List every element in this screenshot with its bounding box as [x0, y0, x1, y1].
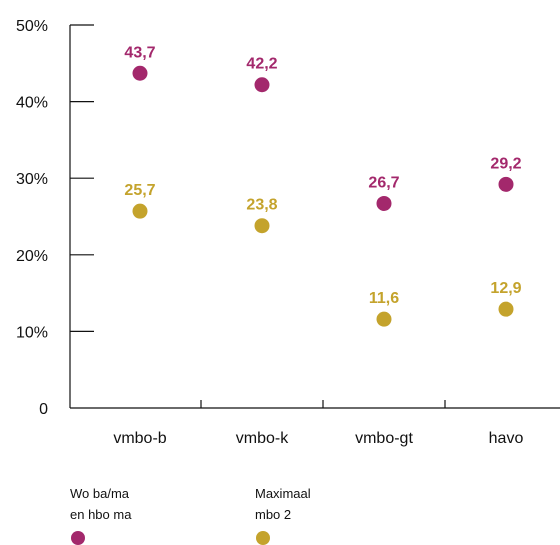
data-point [132, 203, 148, 219]
legend-label: Wo ba/ma [70, 486, 130, 501]
y-tick-label: 30% [16, 171, 48, 188]
x-tick-label: vmbo-gt [355, 430, 413, 447]
x-tick-label: vmbo-b [113, 430, 166, 447]
data-label: 12,9 [490, 280, 521, 297]
legend-marker [256, 531, 270, 545]
y-tick-label: 20% [16, 248, 48, 265]
data-point [254, 77, 270, 93]
legend-label: Maximaal [255, 486, 311, 501]
data-label: 23,8 [246, 197, 277, 214]
data-label: 26,7 [368, 174, 399, 191]
data-label: 42,2 [246, 56, 277, 73]
y-tick-label: 0 [39, 401, 48, 418]
data-point [376, 311, 392, 327]
data-label: 43,7 [124, 44, 155, 61]
y-tick-label: 40% [16, 95, 48, 112]
data-point [376, 195, 392, 211]
legend: Wo ba/ma en hbo ma Maximaal mbo 2 [70, 486, 311, 545]
data-label: 29,2 [490, 155, 521, 172]
data-point [254, 218, 270, 234]
data-point [498, 301, 514, 317]
data-point [498, 176, 514, 192]
y-tick-label: 10% [16, 324, 48, 341]
data-marks: 43,7 42,2 26,7 29,2 25,7 23,8 11,6 12,9 [124, 44, 522, 327]
legend-label: en hbo ma [70, 507, 132, 522]
data-label: 25,7 [124, 182, 155, 199]
x-tick-label: vmbo-k [236, 430, 289, 447]
legend-label: mbo 2 [255, 507, 291, 522]
data-label: 11,6 [369, 290, 399, 307]
x-tick-label: havo [489, 430, 524, 447]
data-point [132, 65, 148, 81]
y-tick-label: 50% [16, 18, 48, 35]
axes: 0 10% 20% 30% 40% 50% vmbo-b vmbo-k vmbo-gt havo [16, 18, 560, 447]
legend-marker [71, 531, 85, 545]
